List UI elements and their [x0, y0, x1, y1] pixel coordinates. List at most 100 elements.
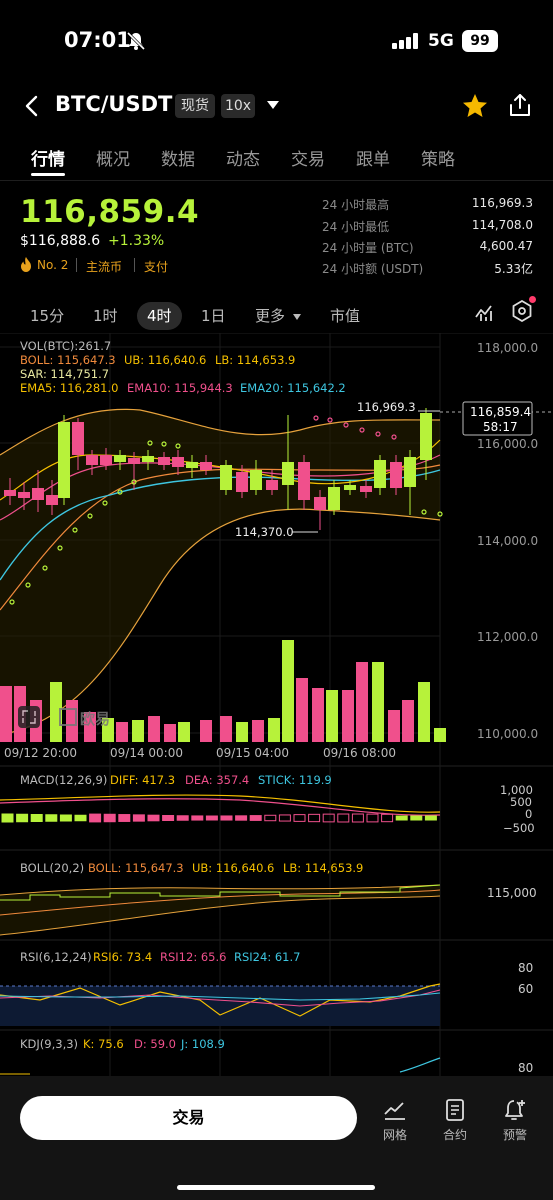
sar-dot: [313, 415, 319, 421]
pair-title[interactable]: BTC/USDT: [55, 92, 173, 116]
macd-bar: [410, 815, 423, 821]
sar-dot: [359, 427, 365, 433]
sar-dot: [42, 565, 48, 571]
volume-bar: [132, 720, 144, 742]
volume-bar: [164, 724, 176, 742]
tab-data[interactable]: 数据: [161, 150, 195, 170]
volume-bar: [282, 640, 294, 742]
lb-value: LB: 114,653.9: [215, 353, 295, 367]
stat-turnover-label: 24 小时额 (USDT): [322, 262, 424, 276]
volume-bar: [326, 690, 338, 742]
ema20-value: EMA20: 115,642.2: [240, 381, 346, 395]
macd-bar: [176, 815, 189, 821]
candle-body: [46, 495, 58, 505]
candle-body: [186, 462, 198, 468]
x-tick: 09/14 00:00: [110, 746, 183, 760]
boll-panel-label: BOLL(20,2): [20, 861, 84, 875]
active-tab-indicator: [31, 173, 65, 176]
rsi24-value: RSI24: 61.7: [234, 950, 300, 964]
trade-button[interactable]: 交易: [20, 1096, 357, 1140]
alert-button[interactable]: 预警: [495, 1098, 535, 1143]
stat-low-value: 114,708.0: [471, 218, 533, 232]
kline-chart[interactable]: 116,969.3 114,370.0 116,859.4 58:17 118,…: [0, 333, 553, 1076]
stat-low-label: 24 小时最低: [322, 220, 390, 234]
macd-bar: [89, 813, 102, 823]
timeframe-1h[interactable]: 1时: [93, 307, 118, 325]
ema5-value: EMA5: 116,281.0: [20, 381, 118, 395]
grid-chart-icon: [384, 1102, 405, 1120]
tab-trade[interactable]: 交易: [291, 150, 325, 170]
volume-bar: [418, 682, 430, 742]
vol-label: VOL(BTC):261.7: [20, 339, 111, 353]
macd-bar: [351, 813, 364, 823]
timeframe-1d[interactable]: 1日: [201, 307, 226, 325]
candle-body: [250, 470, 262, 490]
category-tag[interactable]: 主流币: [86, 260, 123, 274]
volume-bar: [116, 722, 128, 742]
macd-dea-line: [0, 798, 441, 816]
high-label: 116,969.3: [357, 400, 416, 414]
volume-bar: [312, 688, 324, 742]
spot-chip: 现货: [175, 94, 215, 118]
tab-copytrade[interactable]: 跟单: [356, 150, 390, 170]
candles: [4, 408, 432, 530]
macd-y-tick: −500: [503, 821, 535, 835]
macd-bar: [16, 813, 29, 823]
kdj-label: KDJ(9,3,3): [20, 1037, 78, 1051]
rsi-zone: [0, 986, 440, 1026]
tab-feed[interactable]: 动态: [226, 150, 260, 170]
sar-dot: [391, 434, 397, 440]
candle-body: [328, 487, 340, 510]
home-indicator: [177, 1185, 375, 1190]
grid-label: 网格: [382, 1128, 407, 1142]
contract-button[interactable]: 合约: [435, 1098, 475, 1143]
kdj-j: J: 108.9: [180, 1037, 225, 1051]
caret-down-icon[interactable]: [266, 100, 280, 110]
candle-body: [220, 465, 232, 490]
candle-body: [374, 460, 386, 488]
y-tick: 116,000.0: [477, 437, 538, 451]
back-arrow-icon[interactable]: [22, 94, 42, 118]
ub-value: UB: 116,640.6: [124, 353, 206, 367]
macd-bar: [322, 813, 335, 823]
candle-body: [72, 422, 84, 455]
rsi6-value: RSI6: 73.4: [93, 950, 152, 964]
sar-dot: [161, 441, 167, 447]
candle-body: [314, 497, 326, 510]
macd-bar: [74, 814, 87, 822]
share-icon[interactable]: [508, 92, 532, 118]
candle-body: [360, 486, 372, 492]
sar-dots: [9, 415, 443, 605]
timeframe-4h[interactable]: 4时: [137, 302, 182, 330]
tab-overview[interactable]: 概况: [96, 150, 130, 170]
watermark: 欧易: [18, 706, 110, 728]
boll-panel-price: [0, 884, 441, 901]
volume-bar: [84, 712, 96, 742]
settings-hex-icon[interactable]: [512, 300, 532, 322]
alert-label: 预警: [502, 1128, 527, 1142]
low-label: 114,370.0: [235, 525, 294, 539]
stat-volume-value: 4,600.47: [479, 239, 533, 253]
status-time: 07:01: [64, 28, 131, 52]
indicator-chart-icon[interactable]: [475, 302, 495, 322]
macd-bar: [264, 814, 277, 822]
ema5-line: [0, 439, 441, 501]
market-cap-button[interactable]: 市值: [330, 307, 361, 325]
timeframe-more[interactable]: 更多: [255, 302, 302, 330]
macd-bar: [220, 815, 233, 821]
candle-body: [128, 458, 140, 464]
volume-bar: [252, 720, 264, 742]
tab-strategy[interactable]: 策略: [421, 150, 455, 170]
category-tag[interactable]: 支付: [144, 260, 169, 274]
candle-body: [236, 472, 248, 492]
signal-icon: [392, 33, 418, 49]
tab-market[interactable]: 行情: [31, 150, 65, 170]
macd-bar: [162, 815, 175, 821]
candle-body: [18, 492, 30, 498]
kdj-y-tick: 80: [518, 1061, 533, 1075]
grid-bot-button[interactable]: 网格: [375, 1098, 415, 1143]
star-favorite-icon[interactable]: [461, 92, 489, 120]
bell-muted-icon: [126, 31, 146, 51]
timeframe-15m[interactable]: 15分: [30, 307, 65, 325]
volume-bar: [402, 700, 414, 742]
